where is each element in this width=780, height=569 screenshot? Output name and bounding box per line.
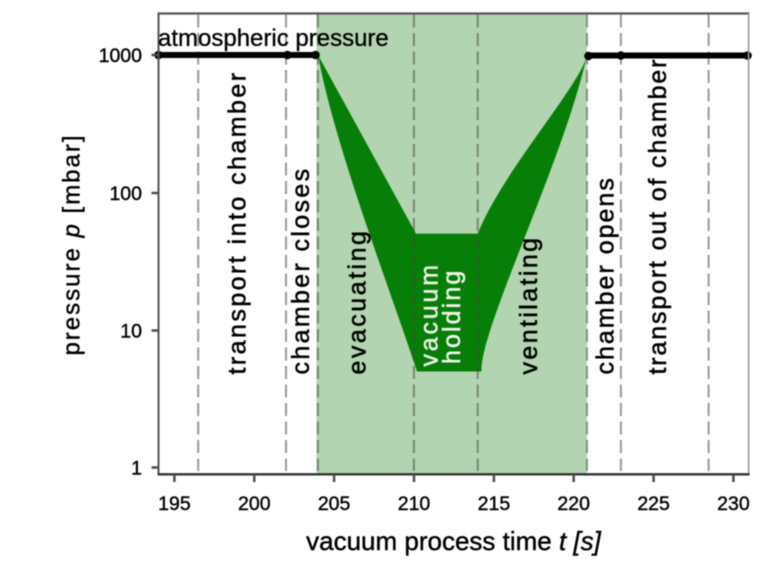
svg-text:vacuum process time t [s]: vacuum process time t [s] <box>306 526 602 556</box>
svg-text:holding: holding <box>438 269 466 364</box>
svg-text:100: 100 <box>109 183 142 205</box>
svg-text:205: 205 <box>318 493 351 515</box>
svg-text:evacuating: evacuating <box>344 229 372 375</box>
svg-text:1: 1 <box>131 458 142 480</box>
svg-text:210: 210 <box>398 493 431 515</box>
svg-text:chamber closes: chamber closes <box>287 167 315 375</box>
svg-text:ventilating: ventilating <box>515 236 543 375</box>
svg-text:chamber opens: chamber opens <box>592 176 620 374</box>
svg-text:230: 230 <box>717 493 750 515</box>
svg-text:215: 215 <box>478 493 511 515</box>
svg-text:atmospheric pressure: atmospheric pressure <box>158 25 389 52</box>
svg-text:220: 220 <box>557 493 590 515</box>
svg-text:225: 225 <box>637 493 670 515</box>
svg-text:vacuum: vacuum <box>416 262 444 366</box>
svg-text:10: 10 <box>120 321 142 343</box>
svg-text:1000: 1000 <box>99 45 143 67</box>
svg-text:pressure p [mbar]: pressure p [mbar] <box>59 133 86 355</box>
svg-text:transport out of chamber: transport out of chamber <box>644 58 672 375</box>
svg-text:195: 195 <box>158 493 191 515</box>
svg-text:200: 200 <box>238 493 271 515</box>
svg-text:transport into chamber: transport into chamber <box>224 70 252 374</box>
